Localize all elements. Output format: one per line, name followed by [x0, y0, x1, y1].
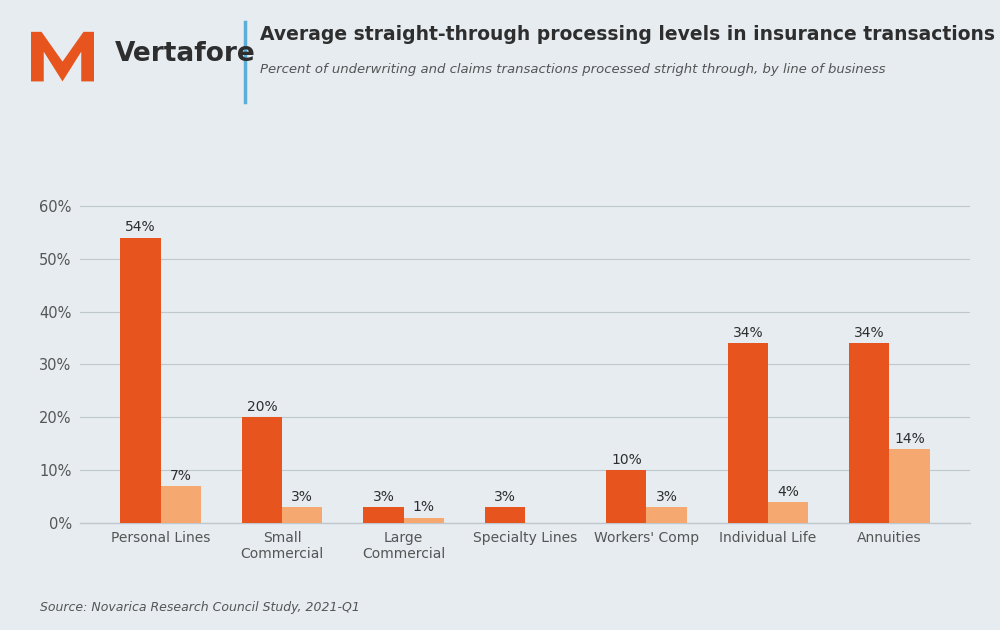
Bar — [120, 238, 161, 523]
Text: Source: Novarica Research Council Study, 2021-Q1: Source: Novarica Research Council Study,… — [40, 601, 360, 614]
Text: 3%: 3% — [656, 490, 677, 504]
Text: 4%: 4% — [777, 484, 799, 498]
Bar — [363, 507, 404, 523]
Legend: Underwriting, Claims: Underwriting, Claims — [397, 629, 653, 630]
Bar — [768, 501, 808, 523]
Bar — [485, 507, 525, 523]
Bar — [889, 449, 930, 523]
Bar — [282, 507, 322, 523]
Bar — [404, 518, 444, 523]
Bar — [606, 470, 646, 523]
Text: 34%: 34% — [733, 326, 763, 340]
Text: 3%: 3% — [373, 490, 394, 504]
Text: 20%: 20% — [247, 400, 277, 414]
Text: Average straight-through processing levels in insurance transactions: Average straight-through processing leve… — [260, 25, 995, 44]
Text: 3%: 3% — [291, 490, 313, 504]
Bar — [728, 343, 768, 523]
Text: 10%: 10% — [611, 453, 642, 467]
Text: 54%: 54% — [125, 220, 156, 234]
Polygon shape — [31, 32, 94, 81]
Text: 34%: 34% — [854, 326, 885, 340]
Text: Vertafore: Vertafore — [115, 40, 256, 67]
Bar — [161, 486, 201, 523]
Text: Percent of underwriting and claims transactions processed stright through, by li: Percent of underwriting and claims trans… — [260, 63, 886, 76]
Bar — [242, 417, 282, 523]
Text: 7%: 7% — [170, 469, 192, 483]
Text: 3%: 3% — [494, 490, 516, 504]
Text: 14%: 14% — [894, 432, 925, 446]
Text: 1%: 1% — [413, 500, 435, 515]
Bar — [646, 507, 687, 523]
Bar — [849, 343, 889, 523]
